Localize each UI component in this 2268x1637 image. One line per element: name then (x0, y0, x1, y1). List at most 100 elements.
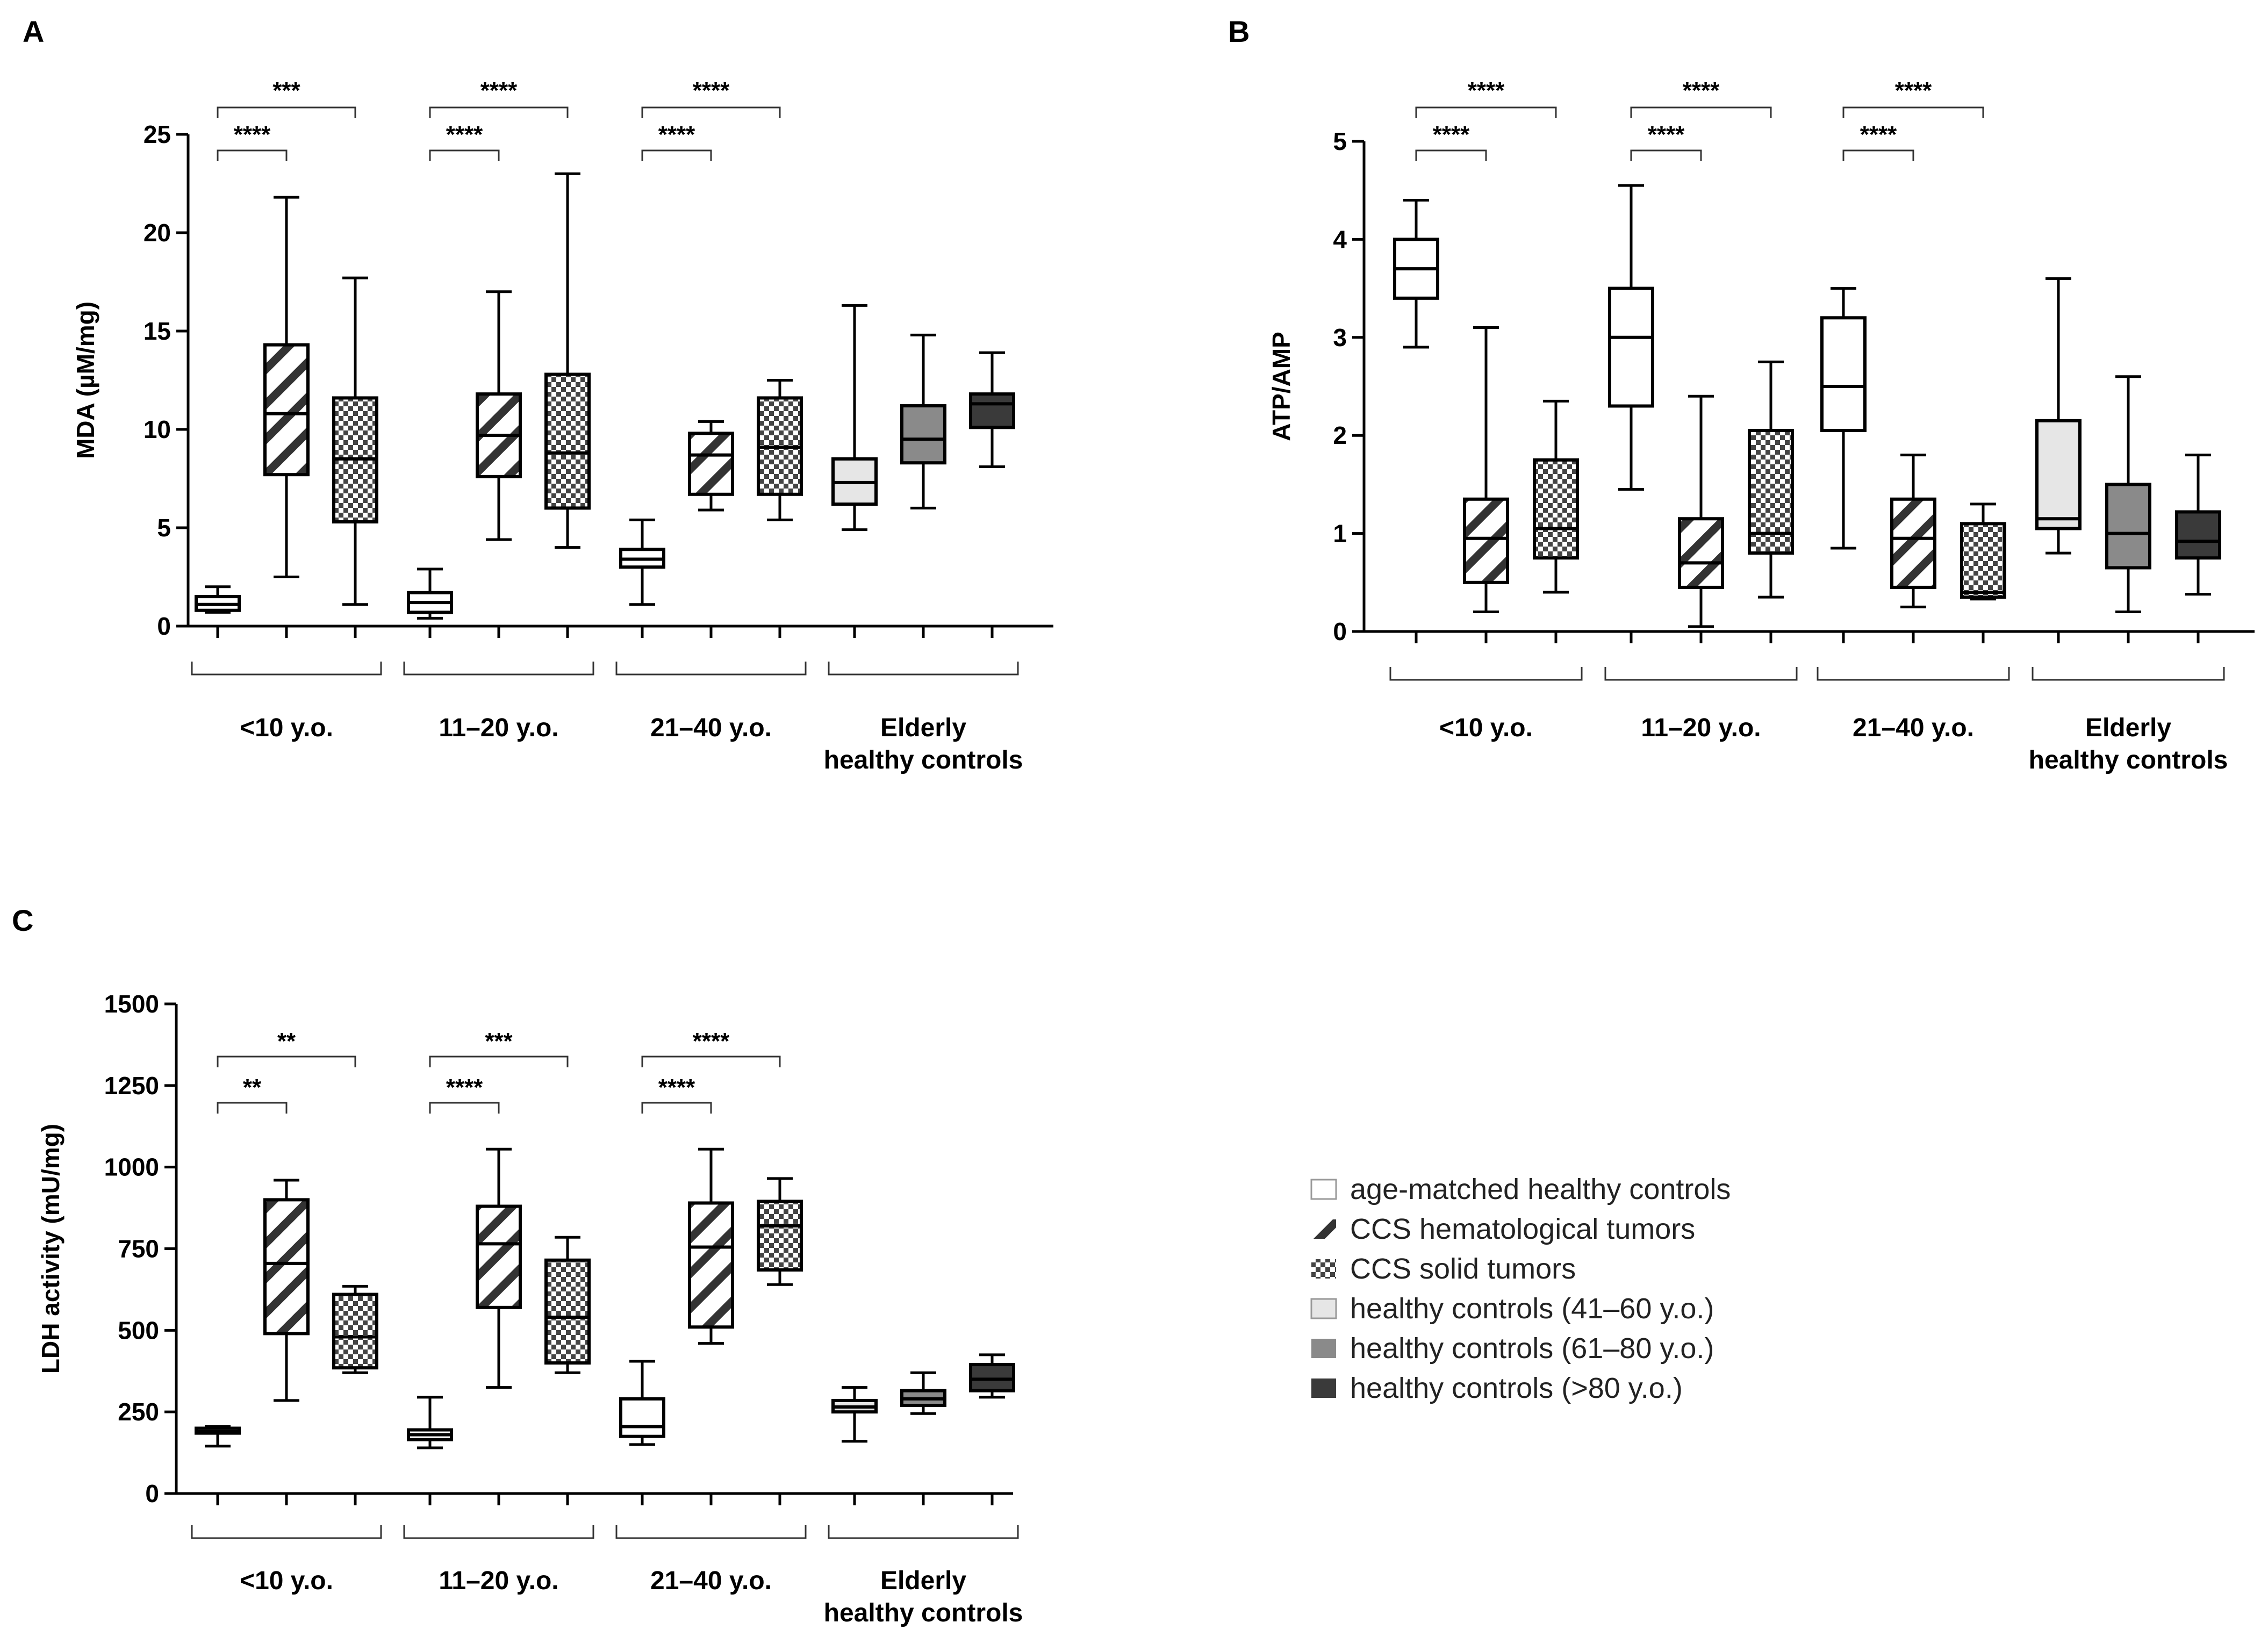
box-white (407, 568, 453, 620)
group-label: 21–40 y.o. (650, 714, 772, 742)
legend-label: CCS solid tumors (1350, 1253, 1576, 1285)
y-tick-label: 1250 (104, 1072, 159, 1100)
significance-label: **** (693, 1028, 730, 1054)
box-mid (900, 1371, 946, 1415)
legend-swatch (1311, 1219, 1336, 1239)
significance-bracket (1842, 149, 1914, 161)
panel-label-c: C (12, 903, 33, 937)
y-tick-label: 4 (1333, 225, 1347, 253)
box-white (195, 585, 241, 614)
box-light (831, 1386, 878, 1443)
group-label: <10 y.o. (1439, 714, 1533, 742)
legend-label: healthy controls (61–80 y.o.) (1350, 1332, 1714, 1365)
significance-label: **** (658, 121, 695, 148)
group-bracket (828, 1525, 1019, 1539)
significance-label: *** (485, 1028, 513, 1054)
box-iqr (1890, 497, 1936, 589)
significance-label: **** (693, 77, 730, 104)
group-bracket (1389, 667, 1583, 681)
significance-label: *** (272, 77, 300, 104)
y-tick-label: 0 (145, 1480, 159, 1507)
significance-label: **** (1895, 77, 1932, 104)
panel-b-atp-amp: 0 1 2 3 4 5 ATP/AMP <10 y.o. 11–20 y.o. 21–40 y.o… (1267, 77, 2255, 774)
box-mid (900, 333, 946, 509)
significance-bracket (217, 1102, 288, 1114)
y-tick-label: 1500 (104, 990, 159, 1018)
box-dark (2175, 454, 2221, 596)
significance-bracket (641, 149, 712, 161)
box-check (757, 1177, 803, 1286)
y-tick-label: 10 (143, 415, 171, 443)
y-axis-label: LDH activity (mU/mg) (37, 1124, 64, 1374)
significance-label: **** (1468, 77, 1505, 104)
box-iqr (263, 1198, 310, 1336)
significance-bracket (217, 1056, 356, 1067)
box-hatch (263, 196, 310, 578)
group-label: Elderly (880, 714, 966, 742)
box-iqr (332, 1293, 378, 1370)
box-white (619, 518, 665, 606)
y-tick-label: 15 (143, 317, 171, 345)
box-iqr (476, 1204, 522, 1309)
legend-label: healthy controls (41–60 y.o.) (1350, 1293, 1714, 1325)
significance-label: **** (1433, 121, 1470, 148)
box-check (544, 1236, 591, 1374)
group-label: 21–40 y.o. (650, 1567, 772, 1595)
y-tick-label: 0 (1333, 618, 1347, 645)
legend-item: age-matched healthy controls (1310, 1173, 1731, 1205)
legend: age-matched healthy controls CCS hematolo… (1310, 1173, 1731, 1404)
box-check (757, 379, 803, 521)
significance-label: **** (1860, 121, 1897, 148)
box-iqr (619, 1397, 665, 1438)
box-white (619, 1360, 665, 1446)
significance-bracket (217, 149, 288, 161)
group-label: <10 y.o. (240, 1567, 333, 1595)
group-bracket (615, 662, 807, 676)
significance-label: **** (1683, 77, 1720, 104)
significance-bracket (429, 106, 569, 118)
group-label: 11–20 y.o. (439, 714, 558, 742)
y-tick-label: 250 (118, 1398, 159, 1426)
significance-label: **** (446, 121, 483, 148)
box-dark (969, 1353, 1015, 1399)
group-bracket (615, 1525, 807, 1539)
y-tick-label: 3 (1333, 324, 1347, 351)
box-hatch (1890, 454, 1936, 608)
box-iqr (263, 343, 310, 477)
significance-label: **** (446, 1074, 483, 1101)
group-bracket (1604, 667, 1798, 681)
box-iqr (969, 1363, 1015, 1392)
box-hatch (476, 1147, 522, 1389)
group-label: 11–20 y.o. (439, 1567, 558, 1595)
box-light (831, 304, 878, 532)
y-tick-label: 0 (157, 612, 171, 640)
y-axis-label: MDA (µM/mg) (71, 301, 99, 459)
box-check (1960, 502, 2006, 601)
legend-label: CCS hematological tumors (1350, 1213, 1695, 1245)
y-tick-label: 20 (143, 219, 171, 247)
significance-label: **** (234, 121, 271, 148)
box-hatch (688, 1147, 734, 1345)
box-check (544, 172, 591, 549)
y-tick-label: 2 (1333, 421, 1347, 449)
y-tick-label: 1 (1333, 520, 1347, 548)
legend-swatch (1311, 1259, 1336, 1279)
group-label: 21–40 y.o. (1853, 714, 1974, 742)
group-bracket (191, 662, 382, 676)
group-label: 11–20 y.o. (1641, 714, 1761, 742)
box-iqr (1960, 522, 2006, 599)
significance-bracket (1630, 106, 1772, 118)
box-iqr (1678, 517, 1724, 589)
y-tick-label: 5 (1333, 127, 1347, 155)
group-bracket (403, 1525, 594, 1539)
group-bracket (403, 662, 594, 676)
y-tick-label: 750 (118, 1235, 159, 1263)
significance-label: ** (243, 1074, 262, 1101)
legend-item: healthy controls (41–60 y.o.) (1310, 1293, 1714, 1325)
y-tick-label: 1000 (104, 1153, 159, 1181)
panel-a-mda: 0 5 10 15 20 25 MDA (µM/mg) <10 y.o. 11–20 y.o. 2… (71, 77, 1053, 774)
panel-c-ldh: 0 250 500 750 1000 1250 1500 LDH activity (mU/m… (37, 990, 1023, 1627)
box-iqr (969, 392, 1015, 429)
significance-bracket (641, 1102, 712, 1114)
